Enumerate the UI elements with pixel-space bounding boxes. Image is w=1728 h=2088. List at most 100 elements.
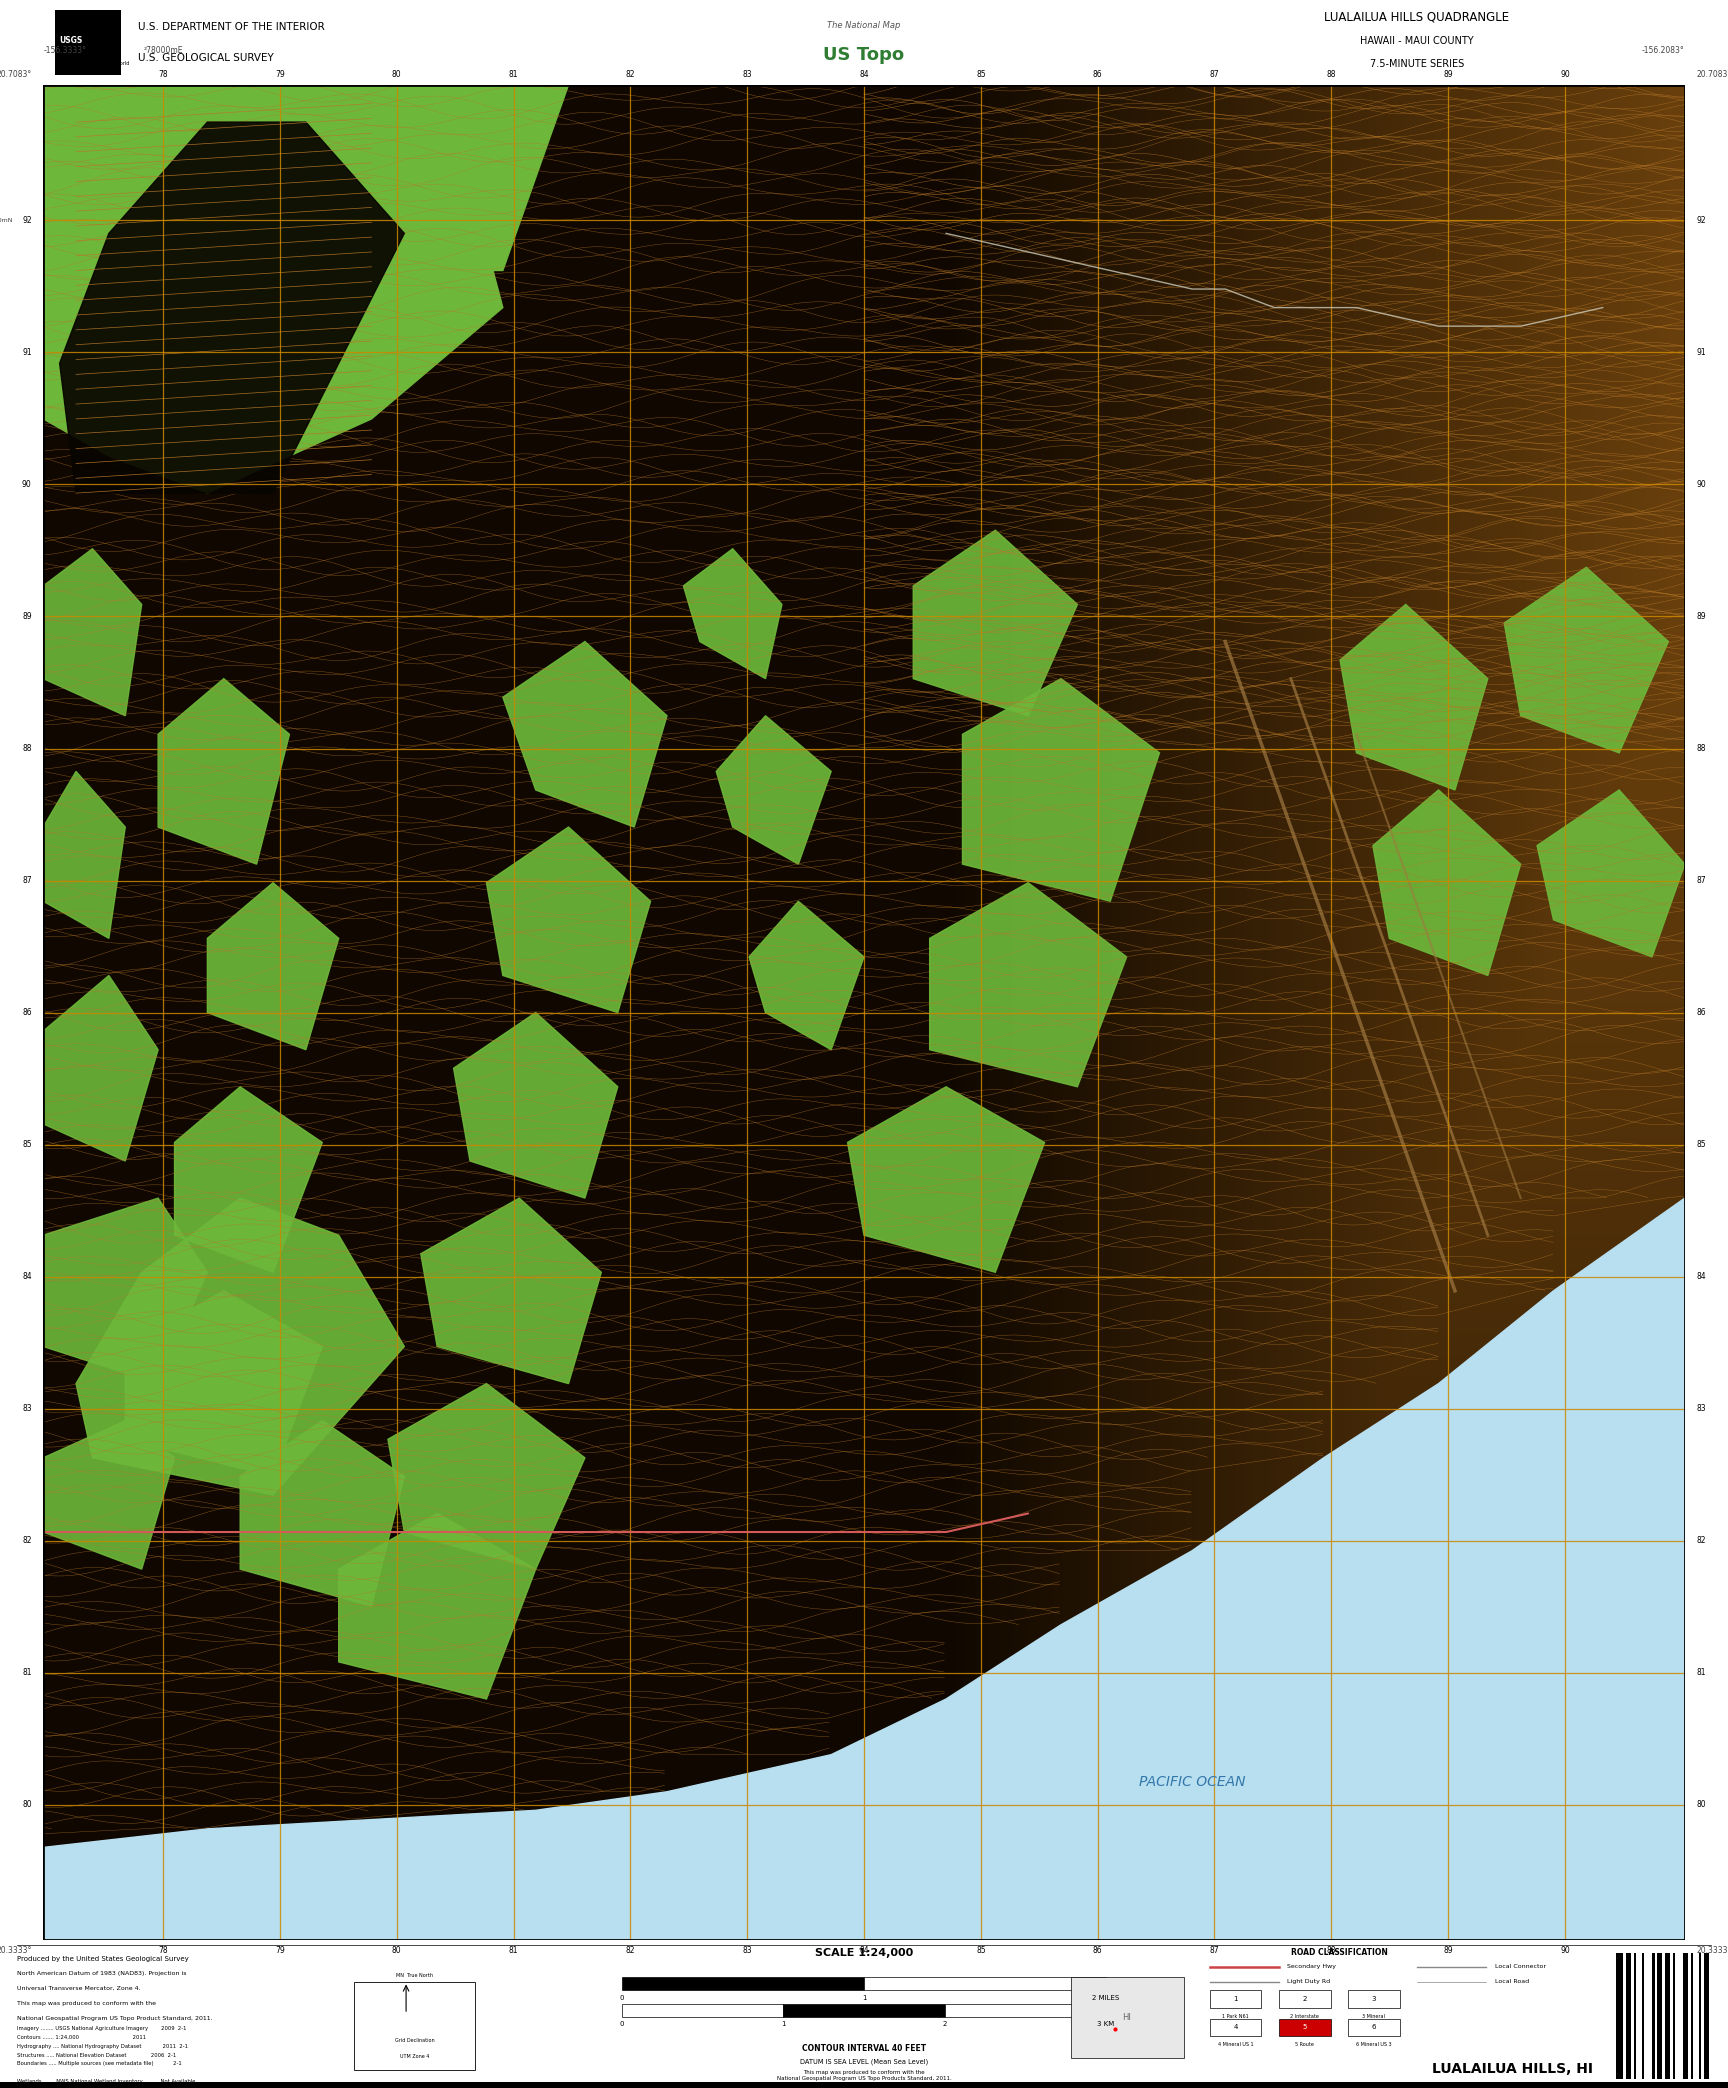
Text: Produced by the United States Geological Survey: Produced by the United States Geological… [17,1956,188,1963]
Text: 83: 83 [743,1946,752,1954]
Text: 4: 4 [1234,2025,1237,2030]
Text: 20.3333°: 20.3333° [0,1946,31,1954]
Text: 78: 78 [159,71,168,79]
Text: 3 KM: 3 KM [1097,2021,1115,2027]
Text: science for a changing world: science for a changing world [59,61,130,67]
Text: -156.3333°: -156.3333° [43,46,86,54]
Text: 86: 86 [22,1009,31,1017]
Polygon shape [43,1420,175,1570]
Polygon shape [748,902,864,1050]
Bar [864,1977,1106,1990]
Bar [1279,1990,1331,2009]
Bar [1626,1954,1631,2080]
Text: 86: 86 [1092,71,1102,79]
Polygon shape [43,86,569,271]
Polygon shape [339,1514,536,1700]
Text: 20.3333°: 20.3333° [1697,1946,1728,1954]
Bar [1683,1954,1688,2080]
Text: 1: 1 [1234,1996,1237,2002]
Text: Light Duty Rd: Light Duty Rd [1287,1979,1331,1984]
Text: 82: 82 [1697,1537,1706,1545]
Polygon shape [912,530,1078,716]
Text: 80: 80 [1697,1800,1706,1808]
Text: Hydrography .... National Hydrography Dataset             2011  2-1: Hydrography .... National Hydrography Da… [17,2044,188,2048]
Text: 84: 84 [22,1272,31,1282]
Text: DATUM IS SEA LEVEL (Mean Sea Level): DATUM IS SEA LEVEL (Mean Sea Level) [800,2059,928,2065]
Text: MN  True North: MN True North [396,1973,434,1977]
Polygon shape [1341,603,1488,789]
Text: 3 Mineral: 3 Mineral [1362,2015,1386,2019]
Text: 84: 84 [859,1946,869,1954]
Text: 81: 81 [508,71,518,79]
Text: 86: 86 [1697,1009,1706,1017]
Text: U.S. GEOLOGICAL SURVEY: U.S. GEOLOGICAL SURVEY [138,52,275,63]
Polygon shape [1538,789,1685,956]
Text: 6 Mineral US 3: 6 Mineral US 3 [1356,2042,1391,2046]
Text: 81: 81 [508,1946,518,1954]
Text: ²78000mE: ²78000mE [143,46,183,54]
Text: 86: 86 [1092,1946,1102,1954]
Text: US Topo: US Topo [824,46,904,65]
Bar [622,1977,864,1990]
Text: Imagery ........ USGS National Agriculture Imagery        2009  2-1: Imagery ........ USGS National Agricultu… [17,2025,187,2032]
Text: 87: 87 [1210,71,1220,79]
Bar [1673,1954,1674,2080]
Text: 80: 80 [22,1800,31,1808]
Text: 4 Mineral US 1: 4 Mineral US 1 [1218,2042,1253,2046]
Text: Wetlands ....... NWS National Wetland Inventory           Not Available: Wetlands ....... NWS National Wetland In… [17,2080,195,2084]
Text: 90: 90 [1560,1946,1569,1954]
Text: This map was produced to conform with the
National Geospatial Program US Topo Pr: This map was produced to conform with th… [774,2071,954,2086]
Text: LUALAILUA HILLS QUADRANGLE: LUALAILUA HILLS QUADRANGLE [1324,10,1510,23]
Text: HAWAII - MAUI COUNTY: HAWAII - MAUI COUNTY [1360,35,1474,46]
Bar [354,1982,475,2071]
Text: 0: 0 [620,1994,624,2000]
Text: Secondary Hwy: Secondary Hwy [1287,1965,1336,1969]
Bar [1652,1954,1654,2080]
Text: North American Datum of 1983 (NAD83). Projection is: North American Datum of 1983 (NAD83). Pr… [17,1971,187,1975]
Polygon shape [1503,568,1668,754]
Text: The National Map: The National Map [828,21,900,29]
Text: Grid Declination: Grid Declination [396,2038,434,2044]
Text: 90: 90 [1560,71,1569,79]
Polygon shape [43,1199,207,1384]
Polygon shape [847,1086,1044,1272]
Polygon shape [453,1013,619,1199]
Polygon shape [43,549,142,716]
Text: 89: 89 [1443,1946,1453,1954]
Text: 85: 85 [976,1946,985,1954]
Polygon shape [715,716,831,864]
Text: 81: 81 [22,1668,31,1677]
Polygon shape [43,1199,1685,1940]
Text: 5: 5 [1303,2025,1306,2030]
Polygon shape [43,975,159,1161]
Text: 85: 85 [22,1140,31,1148]
Text: 88: 88 [1697,743,1706,754]
Text: 79: 79 [275,1946,285,1954]
Bar [1699,1954,1700,2080]
Text: 2 Interstate: 2 Interstate [1291,2015,1318,2019]
Bar [1704,1954,1709,2080]
Text: 82: 82 [22,1537,31,1545]
Text: 1 Park N61: 1 Park N61 [1222,2015,1249,2019]
Text: 82: 82 [626,71,636,79]
Bar [1690,1954,1693,2080]
Text: 83: 83 [22,1403,31,1414]
Text: 88: 88 [1327,1946,1336,1954]
Bar [1642,1954,1643,2080]
Text: PACIFIC OCEAN: PACIFIC OCEAN [1139,1775,1246,1789]
Bar [1210,2019,1261,2036]
Text: 2: 2 [942,2021,947,2027]
Text: 92: 92 [1697,215,1706,226]
Text: Local Road: Local Road [1495,1979,1529,1984]
Text: CONTOUR INTERVAL 40 FEET: CONTOUR INTERVAL 40 FEET [802,2044,926,2053]
Polygon shape [240,1420,404,1606]
Text: 81: 81 [1697,1668,1706,1677]
Polygon shape [962,679,1159,902]
Text: 3: 3 [1372,1996,1375,2002]
Text: 85: 85 [976,71,985,79]
Bar [1616,1954,1623,2080]
Bar [1210,1990,1261,2009]
Text: 90: 90 [22,480,31,489]
Polygon shape [503,641,667,827]
Polygon shape [487,827,650,1013]
